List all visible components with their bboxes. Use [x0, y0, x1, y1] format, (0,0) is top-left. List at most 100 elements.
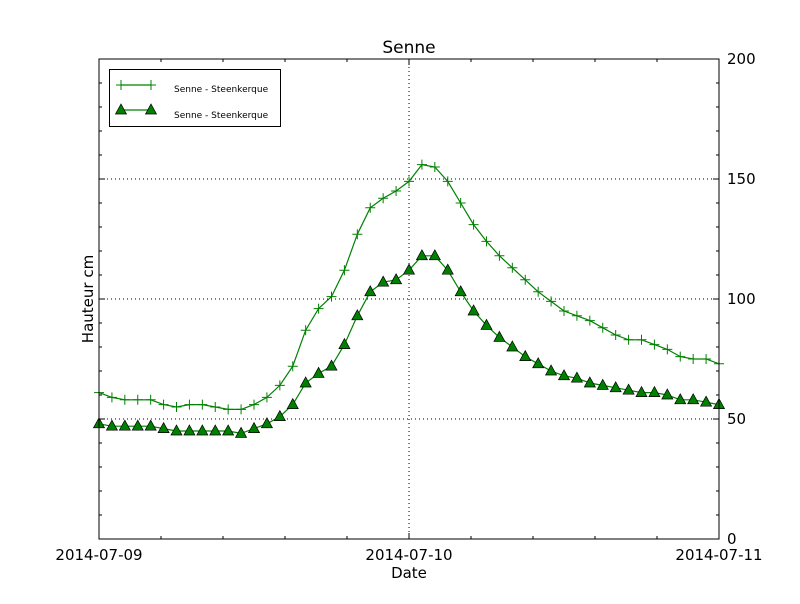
chart-title: Senne: [382, 38, 435, 58]
data-point: [352, 229, 363, 240]
data-point: [338, 337, 351, 349]
data-point: [454, 285, 467, 297]
data-point: [533, 286, 544, 297]
data-point: [234, 426, 248, 438]
data-point: [493, 330, 506, 342]
data-point: [184, 399, 195, 410]
data-point: [325, 359, 338, 371]
data-point: [688, 354, 699, 364]
data-point: [610, 330, 621, 340]
data-point: [106, 392, 117, 403]
legend-marker: [144, 103, 158, 115]
data-point: [507, 262, 518, 273]
data-point: [570, 371, 584, 383]
data-point: [157, 421, 170, 433]
data-point: [635, 385, 648, 397]
data-point: [544, 364, 558, 376]
x-axis-label: Date: [391, 564, 427, 582]
data-point: [674, 393, 687, 405]
legend-marker: [116, 80, 126, 90]
legend: Senne - Steenkerque Senne - Steenkerque: [109, 69, 281, 127]
data-point: [623, 334, 634, 345]
data-point: [131, 419, 144, 431]
series-group: [92, 159, 726, 438]
y-tick-label: 50: [727, 410, 746, 428]
data-point: [132, 394, 143, 405]
data-point: [209, 424, 222, 436]
data-point: [287, 361, 298, 372]
data-point: [622, 383, 635, 395]
data-point: [699, 395, 713, 407]
legend-label-1: Senne - Steenkerque: [174, 85, 269, 95]
data-point: [273, 409, 286, 421]
grid: [99, 59, 719, 539]
ticks: 0 50 100 150 200 2014-07-09 2014-07-10 2014-07-…: [55, 50, 762, 564]
data-point: [557, 369, 571, 381]
data-point: [494, 250, 505, 261]
data-point: [649, 339, 660, 350]
legend-label-2: Senne - Steenkerque: [174, 111, 269, 121]
y-axis-label: Hauteur cm: [79, 255, 97, 343]
data-point: [597, 322, 608, 333]
data-point: [480, 318, 493, 330]
data-point: [339, 265, 350, 276]
data-point: [274, 380, 285, 391]
data-point: [197, 399, 208, 410]
data-point: [313, 303, 324, 314]
data-point: [468, 219, 479, 230]
data-point: [675, 351, 686, 362]
data-point: [442, 176, 453, 187]
data-point: [119, 394, 130, 405]
data-point: [428, 249, 441, 261]
data-point: [648, 385, 661, 397]
data-point: [389, 273, 403, 285]
data-point: [415, 249, 429, 261]
data-point: [532, 357, 545, 369]
y-tick-label: 0: [727, 530, 737, 548]
data-point: [312, 366, 325, 378]
data-point: [596, 378, 609, 390]
data-point: [455, 198, 466, 208]
data-point: [247, 421, 261, 433]
data-point: [481, 236, 492, 247]
legend-marker: [114, 103, 128, 115]
data-point: [261, 392, 272, 403]
data-point: [662, 344, 673, 355]
data-point: [364, 285, 377, 297]
data-point: [636, 334, 647, 345]
data-point: [118, 419, 131, 431]
data-point: [144, 419, 157, 431]
y-tick-label: 200: [727, 50, 756, 68]
data-point: [326, 291, 337, 302]
data-point: [391, 186, 402, 196]
data-point: [365, 202, 376, 213]
series-line: [98, 255, 720, 435]
data-point: [299, 376, 312, 388]
data-point: [223, 404, 234, 415]
data-point: [249, 399, 259, 410]
data-point: [171, 402, 182, 412]
data-point: [429, 162, 440, 172]
x-tick-label: 2014-07-11: [675, 546, 762, 564]
legend-box: [109, 69, 281, 127]
data-point: [378, 193, 389, 204]
data-point: [351, 309, 364, 321]
data-point: [571, 310, 582, 321]
data-point: [520, 274, 531, 285]
data-point: [183, 424, 196, 436]
data-point: [222, 424, 235, 436]
plot-frame: [98, 58, 720, 540]
data-point: [377, 275, 390, 287]
x-tick-label: 2014-07-10: [365, 546, 452, 564]
data-point: [441, 263, 454, 275]
data-point: [196, 424, 209, 436]
data-point: [583, 376, 596, 388]
data-point: [546, 296, 557, 307]
y-tick-label: 150: [727, 170, 756, 188]
data-point: [559, 306, 569, 316]
data-point: [506, 340, 519, 352]
data-point: [661, 388, 674, 400]
data-point: [416, 159, 427, 170]
data-point: [404, 176, 414, 187]
